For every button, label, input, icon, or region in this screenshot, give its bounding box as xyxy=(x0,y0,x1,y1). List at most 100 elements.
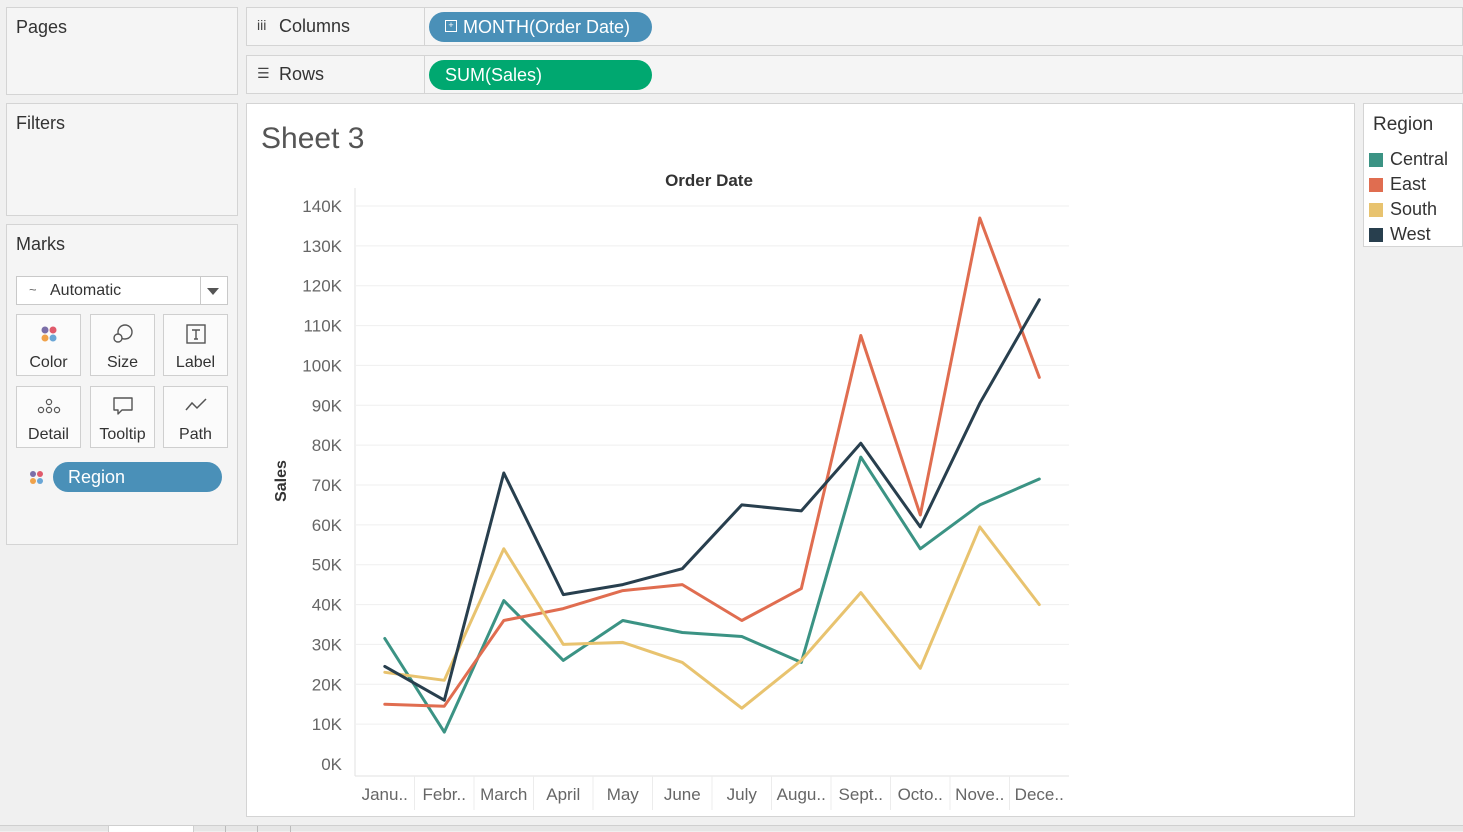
detail-button-label: Detail xyxy=(28,426,69,443)
region-pill-text: Region xyxy=(68,467,126,487)
mark-type-dropdown[interactable]: ~ Automatic xyxy=(16,276,228,305)
x-axis-ticks: Janu.. Febr.. March April May June July Augu.. S… xyxy=(362,785,1064,804)
x-tick-label: May xyxy=(607,785,640,804)
tab-divider xyxy=(257,826,258,832)
x-tick-label: July xyxy=(727,785,758,804)
series-line-south[interactable] xyxy=(383,525,1041,710)
x-tick-label: Janu.. xyxy=(362,785,408,804)
filters-card-title: Filters xyxy=(16,113,65,133)
x-tick-label: Augu.. xyxy=(777,785,826,804)
month-order-date-pill[interactable]: + MONTH(Order Date) xyxy=(429,12,652,42)
color-dots-icon xyxy=(17,322,80,346)
y-tick-label: 100K xyxy=(302,356,342,375)
x-tick-label: April xyxy=(546,785,580,804)
series-lines xyxy=(383,216,1041,734)
rows-shelf-label-area: ☰ Rows xyxy=(247,56,425,93)
rows-shelf-label: Rows xyxy=(279,64,325,84)
y-tick-label: 20K xyxy=(312,675,343,694)
columns-shelf-label: Columns xyxy=(279,16,351,36)
worksheet-view: Sheet 3 Order Date Sales 0K 10K 20K 30K 40K 5… xyxy=(246,103,1355,817)
tooltip-button-label: Tooltip xyxy=(99,426,146,443)
active-sheet-tab[interactable] xyxy=(108,826,194,832)
legend-label-central: Central xyxy=(1390,149,1449,169)
y-tick-label: 140K xyxy=(302,197,342,216)
y-tick-label: 10K xyxy=(312,715,343,734)
marks-card-title: Marks xyxy=(16,234,65,254)
color-encoding-icon xyxy=(28,469,46,487)
detail-dots-icon xyxy=(17,394,80,418)
columns-shelf-label-area: iii Columns xyxy=(247,8,425,45)
legend-label-south: South xyxy=(1390,199,1438,219)
y-tick-label: 0K xyxy=(321,755,342,774)
sheet-tab-strip xyxy=(0,825,1463,832)
series-line-west[interactable] xyxy=(383,298,1041,702)
legend-swatch-south xyxy=(1369,203,1383,217)
region-legend[interactable]: Region Central East South West xyxy=(1363,103,1463,247)
filters-card[interactable]: Filters xyxy=(6,103,238,216)
columns-shelf[interactable]: iii Columns + MONTH(Order Date) xyxy=(246,7,1463,46)
color-button[interactable]: Color xyxy=(16,314,81,376)
mark-type-value: Automatic xyxy=(50,282,122,299)
series-line-central[interactable] xyxy=(383,455,1041,734)
label-button[interactable]: Label xyxy=(163,314,228,376)
y-tick-label: 40K xyxy=(312,596,343,615)
legend-title: Region xyxy=(1373,114,1434,135)
rows-pill-text: SUM(Sales) xyxy=(445,65,543,85)
path-button-label: Path xyxy=(179,426,212,443)
expand-plus-icon[interactable]: + xyxy=(445,20,457,33)
dropdown-divider xyxy=(200,277,201,304)
path-button[interactable]: Path xyxy=(163,386,228,448)
legend-swatch-central xyxy=(1369,153,1383,167)
y-tick-label: 30K xyxy=(312,635,343,654)
legend-label-west: West xyxy=(1390,224,1431,244)
columns-icon: iii xyxy=(257,17,267,33)
rows-icon: ☰ xyxy=(257,65,270,81)
y-tick-label: 80K xyxy=(312,436,343,455)
text-label-icon xyxy=(164,322,227,346)
x-tick-label: March xyxy=(480,785,527,804)
automatic-line-icon: ~ xyxy=(29,282,37,297)
region-color-pill[interactable]: Region xyxy=(53,462,222,492)
legend-label-east: East xyxy=(1390,174,1427,194)
x-tick-label: Febr.. xyxy=(423,785,466,804)
path-line-icon xyxy=(164,394,227,418)
y-tick-label: 120K xyxy=(302,277,342,296)
y-axis-ticks: 0K 10K 20K 30K 40K 50K 60K 70K 80K 90K 100K 110K 120… xyxy=(302,197,342,774)
y-axis-title: Sales xyxy=(273,460,290,502)
y-tick-label: 60K xyxy=(312,516,343,535)
size-circles-icon xyxy=(91,322,154,346)
x-tick-label: Dece.. xyxy=(1015,785,1064,804)
x-tick-label: Nove.. xyxy=(955,785,1004,804)
tooltip-bubble-icon xyxy=(91,394,154,418)
pages-card[interactable]: Pages xyxy=(6,7,238,95)
legend-swatch-west xyxy=(1369,228,1383,242)
marks-card: Marks xyxy=(6,224,238,545)
size-button-label: Size xyxy=(106,354,139,371)
tab-divider xyxy=(225,826,226,832)
size-button[interactable]: Size xyxy=(90,314,155,376)
sum-sales-pill[interactable]: SUM(Sales) xyxy=(429,60,652,90)
sheet-title[interactable]: Sheet 3 xyxy=(261,122,365,155)
tooltip-button[interactable]: Tooltip xyxy=(90,386,155,448)
chevron-down-icon[interactable] xyxy=(207,288,219,295)
x-tick-label: Octo.. xyxy=(898,785,943,804)
columns-pill-text: MONTH(Order Date) xyxy=(463,17,631,37)
x-tick-label: Sept.. xyxy=(839,785,883,804)
y-tick-label: 90K xyxy=(312,396,343,415)
y-tick-label: 70K xyxy=(312,476,343,495)
gridlines xyxy=(354,188,1069,810)
chart-title: Order Date xyxy=(665,171,753,190)
detail-button[interactable]: Detail xyxy=(16,386,81,448)
x-tick-label: June xyxy=(664,785,701,804)
rows-shelf[interactable]: ☰ Rows SUM(Sales) xyxy=(246,55,1463,94)
y-tick-label: 110K xyxy=(304,317,343,336)
y-tick-label: 130K xyxy=(302,237,342,256)
legend-swatch-east xyxy=(1369,178,1383,192)
line-chart: Order Date Sales 0K 10K 20K 30K 40K 50K 60K 70K… xyxy=(273,171,1069,810)
color-button-label: Color xyxy=(29,354,68,371)
label-button-label: Label xyxy=(175,354,216,371)
pages-card-title: Pages xyxy=(16,17,68,37)
tab-divider xyxy=(290,826,291,832)
series-line-east[interactable] xyxy=(383,216,1041,708)
y-tick-label: 50K xyxy=(312,556,343,575)
